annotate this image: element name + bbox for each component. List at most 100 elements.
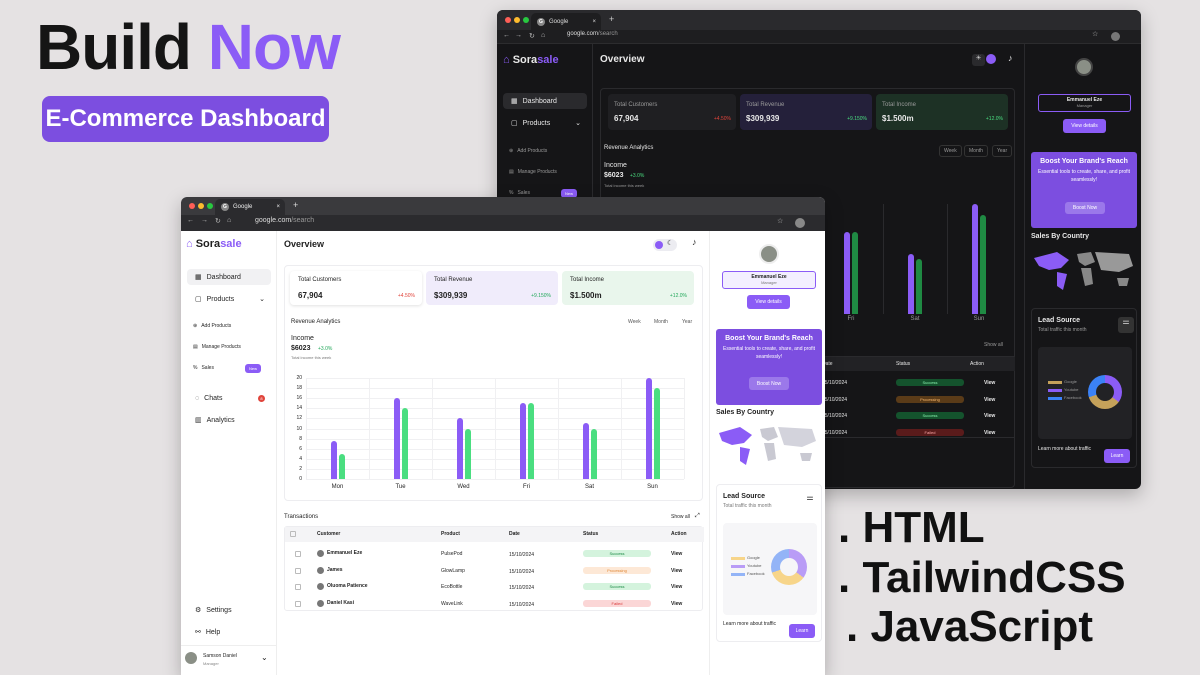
nav-chats[interactable]: ◌ Chats 8 xyxy=(187,390,271,406)
dark-lead-chart-box: Google Youtube Facebook xyxy=(1038,347,1132,439)
minimize-dot[interactable] xyxy=(198,203,204,209)
user-chevron-down-icon[interactable]: ⌄ xyxy=(261,653,268,662)
new-tab-button[interactable]: + xyxy=(293,200,299,210)
url-text[interactable]: google.com/search xyxy=(567,31,618,37)
row-checkbox[interactable] xyxy=(295,567,301,574)
x-tick-label: Sat xyxy=(584,484,594,490)
dark-table-row[interactable]: 15/10/2024 Success View xyxy=(822,375,1015,391)
table-row[interactable]: Oluoma Patience EcoBottle 15/10/2024 Succes… xyxy=(285,579,704,595)
show-all-link[interactable]: Show all xyxy=(671,514,690,520)
forward-icon[interactable]: → xyxy=(201,217,208,224)
dark-stat-revenue: Total Revenue $309,939 +9.150% xyxy=(740,94,872,130)
table-row[interactable]: James GlowLamp 15/10/2024 Processing View xyxy=(285,563,704,579)
dark-show-all[interactable]: Show all xyxy=(984,342,1003,348)
nav-analytics[interactable]: ▥ Analytics xyxy=(195,416,235,425)
dark-seg-year[interactable]: Year xyxy=(992,145,1013,157)
maximize-dot[interactable] xyxy=(523,17,529,23)
nav-sales[interactable]: % Sales New xyxy=(193,363,265,373)
moon-toggle-icon[interactable] xyxy=(986,54,996,64)
nav-settings[interactable]: ⚙ Settings xyxy=(195,606,232,615)
view-link[interactable]: View xyxy=(671,600,683,607)
url-text[interactable]: google.com/search xyxy=(255,217,315,224)
dark-seg-month[interactable]: Month xyxy=(964,145,988,157)
dark-table-row[interactable]: 15/10/2024 Success View xyxy=(822,408,1015,424)
dark-view-link[interactable]: View xyxy=(984,380,996,386)
sun-icon[interactable]: ☀ xyxy=(972,54,985,66)
dark-url-bar[interactable]: ← → ↻ ⌂ google.com/search ☆ xyxy=(497,30,1141,44)
dark-nav-add-products[interactable]: ⊕ Add Products xyxy=(509,148,548,154)
filter-icon[interactable]: ⚌ xyxy=(806,493,814,502)
dark-boost-button[interactable]: Boost Now xyxy=(1065,202,1105,214)
select-all-checkbox[interactable] xyxy=(290,531,296,537)
view-link[interactable]: View xyxy=(671,567,683,574)
dark-table-row[interactable]: 15/10/2024 Failed View xyxy=(822,425,1015,441)
dark-view-link[interactable]: View xyxy=(984,413,996,419)
profile-avatar-icon[interactable] xyxy=(1111,32,1120,41)
dark-nav-dashboard[interactable]: ▦ Dashboard xyxy=(503,93,587,109)
bell-icon[interactable]: ♪ xyxy=(1008,53,1013,63)
grid-vline xyxy=(432,378,433,479)
boost-now-button[interactable]: Boost Now xyxy=(749,377,789,390)
dark-stat-income: Total Income $1.500m +12.0% xyxy=(876,94,1008,130)
dark-view-link[interactable]: View xyxy=(984,396,996,403)
seg-week[interactable]: Week xyxy=(628,319,641,325)
bookmark-star-icon[interactable]: ☆ xyxy=(1092,31,1099,38)
row-checkbox[interactable] xyxy=(295,551,301,557)
tab-close-icon[interactable]: × xyxy=(592,18,596,25)
row-checkbox[interactable] xyxy=(295,584,301,590)
table-row[interactable]: Emmanuel Eze PulsePod 15/10/2024 Success Vie… xyxy=(285,546,704,562)
dark-nav-sales[interactable]: % Sales New xyxy=(509,188,579,198)
light-logo[interactable]: ⌂ Sorasale xyxy=(186,238,242,250)
reload-icon[interactable]: ↻ xyxy=(529,33,535,40)
dark-view-link[interactable]: View xyxy=(984,429,996,436)
view-link[interactable]: View xyxy=(671,551,683,557)
nav-dashboard[interactable]: ▦ Dashboard xyxy=(187,269,271,285)
minimize-dot[interactable] xyxy=(514,17,520,23)
learn-button[interactable]: Learn xyxy=(789,624,815,638)
forward-icon[interactable]: → xyxy=(515,32,522,39)
stat-total-income: Total Income $1.500m +12.0% xyxy=(562,271,694,305)
stat-total-revenue: Total Revenue $309,939 +9.150% xyxy=(426,271,558,305)
home-icon[interactable]: ⌂ xyxy=(541,32,546,39)
dark-nav-products[interactable]: ▢ Products ⌄ xyxy=(511,119,581,128)
nav-manage-products[interactable]: ▤ Manage Products xyxy=(193,344,241,350)
bookmark-star-icon[interactable]: ☆ xyxy=(777,218,784,225)
dark-nav-manage-products[interactable]: ▤ Manage Products xyxy=(509,169,557,175)
view-details-button[interactable]: View details xyxy=(747,295,790,309)
reload-icon[interactable]: ↻ xyxy=(215,218,221,225)
view-link[interactable]: View xyxy=(671,584,683,590)
nav-help[interactable]: ⚯ Help xyxy=(195,628,221,637)
dark-table-row[interactable]: 15/10/2024 Processing View xyxy=(822,392,1015,408)
light-url-bar[interactable]: ← → ↻ ⌂ google.com/search ☆ xyxy=(181,215,825,231)
seg-year[interactable]: Year xyxy=(682,319,693,325)
row-checkbox[interactable] xyxy=(295,600,301,607)
maximize-dot[interactable] xyxy=(207,203,213,209)
user-avatar[interactable] xyxy=(185,652,197,664)
close-dot[interactable] xyxy=(505,17,511,23)
back-icon[interactable]: ← xyxy=(503,32,510,39)
expand-icon[interactable]: ⤢ xyxy=(695,513,700,519)
y-tick-label: 18 xyxy=(296,385,302,392)
new-tab-button[interactable]: + xyxy=(609,14,615,24)
bell-icon[interactable]: ♪ xyxy=(692,237,697,247)
filter-icon[interactable]: ⚌ xyxy=(1118,317,1134,333)
seg-month[interactable]: Month xyxy=(654,319,668,325)
home-icon[interactable]: ⌂ xyxy=(227,217,232,224)
tab-close-icon[interactable]: × xyxy=(276,204,280,210)
back-icon[interactable]: ← xyxy=(187,217,194,224)
row-date: 15/10/2024 xyxy=(509,601,535,608)
dark-seg-week[interactable]: Week xyxy=(939,145,962,157)
nav-products[interactable]: ▢ Products ⌄ xyxy=(195,295,265,304)
dark-view-details-button[interactable]: View details xyxy=(1063,119,1106,133)
dark-logo[interactable]: ⌂ Sorasale xyxy=(503,54,559,66)
nav-add-products[interactable]: ⊕ Add Products xyxy=(193,323,232,329)
close-dot[interactable] xyxy=(189,203,195,209)
theme-toggle[interactable]: ☾ xyxy=(653,239,677,251)
dark-profile-avatar xyxy=(1075,58,1093,76)
profile-avatar-icon[interactable] xyxy=(795,218,805,228)
dark-learn-button[interactable]: Learn xyxy=(1104,449,1130,463)
dark-lead-card: Lead Source Total traffic this month ⚌ G… xyxy=(1031,308,1137,468)
light-browser-tab[interactable]: G Google × xyxy=(215,199,285,215)
table-row[interactable]: Daniel Kasi WaveLink 15/10/2024 Failed View xyxy=(285,596,704,612)
dark-browser-tab[interactable]: G Google × xyxy=(531,13,601,30)
